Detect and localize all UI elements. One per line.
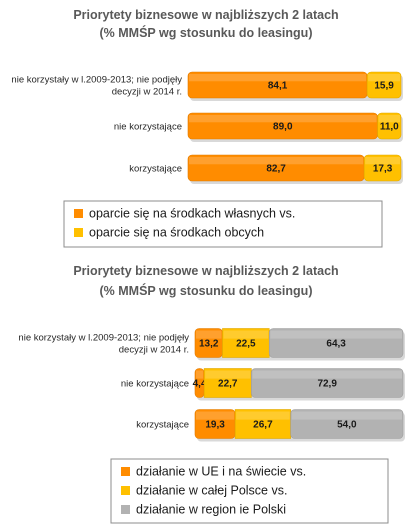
chart-1: Priorytety biznesowe w najbliższych 2 la… xyxy=(11,8,403,248)
legend: działanie w UE i na świecie vs. działanie… xyxy=(110,458,389,524)
plot-area: nie korzystały w l.2009-2013; nie podjęł… xyxy=(18,328,405,442)
legend: oparcie się na środkach własnych vs. opar… xyxy=(63,200,383,248)
data-label: 15,9 xyxy=(374,81,394,92)
bar-highlight xyxy=(189,74,367,82)
legend-box xyxy=(63,200,383,248)
data-label: 84,1 xyxy=(268,81,288,92)
bar-highlight xyxy=(270,330,402,339)
bar-highlight xyxy=(196,370,204,379)
bar-segment xyxy=(290,409,404,439)
bar-segment xyxy=(363,154,402,182)
data-label: 22,5 xyxy=(236,339,256,350)
chart-2: Priorytety biznesowe w najbliższych 2 la… xyxy=(18,264,405,524)
bar-highlight xyxy=(236,411,290,420)
legend-box xyxy=(110,458,389,524)
data-label: 54,0 xyxy=(337,420,357,431)
chart-subtitle: (% MMŚP wg stosunku do leasingu) xyxy=(100,25,313,40)
data-label: 64,3 xyxy=(326,339,346,350)
bar-segment xyxy=(268,328,404,358)
legend-swatch xyxy=(74,209,83,218)
legend-label: działanie w całej Polsce vs. xyxy=(136,484,287,498)
legend-swatch xyxy=(121,486,130,495)
data-label: 19,3 xyxy=(205,420,225,431)
data-label: 72,9 xyxy=(317,379,337,390)
legend-swatch xyxy=(74,228,83,237)
bar-segment xyxy=(222,328,270,358)
category-label: korzystające xyxy=(129,164,182,175)
legend-swatch xyxy=(121,467,130,476)
bar-highlight xyxy=(189,115,377,123)
data-label: 11,0 xyxy=(380,122,399,133)
bar-highlight xyxy=(365,157,400,165)
plot-area: nie korzystały w l.2009-2013; nie podjęł… xyxy=(11,71,403,184)
bar-segment xyxy=(203,368,252,398)
bar-highlight xyxy=(378,115,400,123)
data-label: 26,7 xyxy=(253,420,273,431)
bar-highlight xyxy=(196,330,222,339)
data-label: 89,0 xyxy=(273,122,293,133)
bar-highlight xyxy=(205,370,251,379)
bar-highlight xyxy=(196,411,235,420)
bar-segment xyxy=(251,368,404,398)
bar-highlight xyxy=(189,157,364,165)
bar-highlight xyxy=(223,330,269,339)
data-label: 4,4 xyxy=(193,379,207,390)
category-label: nie korzystające xyxy=(121,379,189,390)
legend-label: działanie w region ie Polski xyxy=(136,503,286,517)
legend-label: oparcie się na środkach własnych vs. xyxy=(89,207,295,221)
bar-highlight xyxy=(291,411,402,420)
category-label: nie korzystały w l.2009-2013; nie podjęł… xyxy=(18,333,189,356)
chart-subtitle: (% MMŚP wg stosunku do leasingu) xyxy=(100,283,313,298)
bar-highlight xyxy=(252,370,402,379)
category-label: nie korzystały w l.2009-2013; nie podjęł… xyxy=(11,75,182,98)
legend-swatch xyxy=(121,505,130,514)
bar-highlight xyxy=(368,74,400,82)
category-label: nie korzystające xyxy=(114,122,182,133)
legend-label: działanie w UE i na świecie vs. xyxy=(136,465,306,479)
data-label: 17,3 xyxy=(373,164,393,175)
data-label: 22,7 xyxy=(218,379,238,390)
bar-segment xyxy=(366,71,402,99)
chart-title: Priorytety biznesowe w najbliższych 2 la… xyxy=(73,8,338,22)
data-label: 13,2 xyxy=(199,339,219,350)
chart-title: Priorytety biznesowe w najbliższych 2 la… xyxy=(73,264,338,278)
data-label: 82,7 xyxy=(266,164,286,175)
legend-label: oparcie się na środkach obcych xyxy=(89,226,264,240)
category-label: korzystające xyxy=(136,420,189,431)
bar-segment xyxy=(377,112,402,140)
bar-segment xyxy=(234,409,291,439)
